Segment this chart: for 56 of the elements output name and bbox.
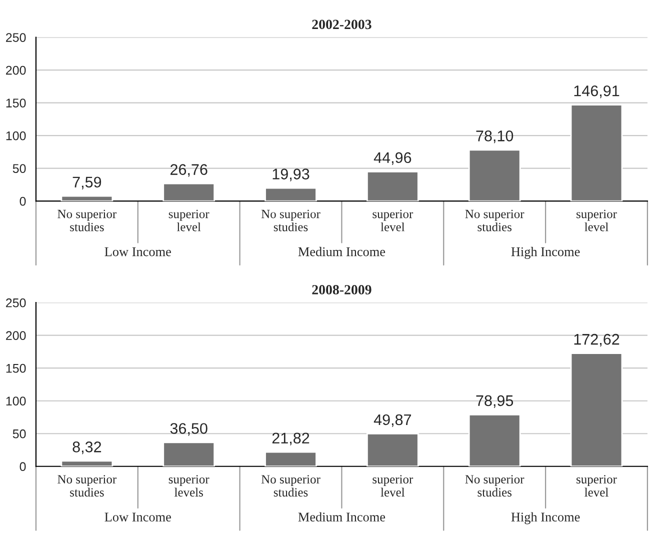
bar bbox=[264, 187, 317, 202]
bar bbox=[366, 433, 419, 466]
bar bbox=[468, 149, 521, 202]
x-tick-label: superior level bbox=[576, 210, 617, 232]
text: Low Income bbox=[104, 512, 171, 522]
x-tick-label: superior level bbox=[576, 475, 617, 497]
x-tick-label: No superior studies bbox=[465, 475, 524, 497]
x-tick-label: superior level bbox=[372, 210, 414, 232]
text: High Income bbox=[511, 246, 580, 259]
x-tick-label: No superior studies bbox=[261, 475, 320, 497]
text: High Income bbox=[511, 512, 580, 524]
text: Low Income bbox=[104, 247, 171, 256]
data-label: 172,62 bbox=[574, 334, 620, 347]
y-tick-label: 50 bbox=[12, 164, 26, 173]
x-tick-label: superior levels bbox=[168, 475, 210, 497]
bar bbox=[570, 104, 623, 202]
data-label: 78,95 bbox=[476, 395, 514, 408]
data-label: 26,76 bbox=[170, 164, 208, 177]
y-tick-label: 150 bbox=[6, 98, 26, 108]
x-tick-label: No superior studies bbox=[465, 210, 524, 232]
x-tick-label: No superior studies bbox=[58, 210, 116, 232]
data-label: 146,91 bbox=[574, 85, 620, 98]
y-tick-label: 50 bbox=[12, 429, 26, 438]
x-tick-label: superior level bbox=[168, 210, 210, 232]
y-tick-label: 150 bbox=[6, 364, 26, 373]
bar bbox=[570, 352, 623, 466]
data-label: 8,32 bbox=[72, 442, 102, 454]
x-tick-label: No superior studies bbox=[58, 475, 116, 497]
data-label: 36,50 bbox=[170, 423, 208, 436]
y-tick-label: 200 bbox=[6, 66, 26, 75]
bar bbox=[162, 182, 216, 202]
data-label: 19,93 bbox=[272, 168, 310, 182]
data-label: 78,10 bbox=[476, 130, 514, 144]
bar bbox=[468, 414, 521, 466]
y-tick-label: 100 bbox=[6, 396, 26, 406]
bar bbox=[60, 460, 114, 466]
chart-title: 2008-2009 bbox=[312, 285, 372, 294]
data-label: 49,87 bbox=[374, 414, 412, 427]
data-label: 44,96 bbox=[374, 152, 412, 165]
x-tick-label: superior level bbox=[372, 475, 414, 497]
y-tick-label: 0 bbox=[20, 462, 26, 472]
y-tick-label: 100 bbox=[6, 131, 26, 140]
text: Medium Income bbox=[298, 246, 386, 256]
x-tick-label: No superior studies bbox=[261, 210, 320, 232]
chart-title: 2002-2003 bbox=[312, 20, 372, 30]
y-tick-label: 250 bbox=[6, 33, 26, 42]
bar bbox=[264, 451, 317, 466]
text: Medium Income bbox=[298, 512, 386, 522]
y-tick-label: 200 bbox=[6, 331, 26, 340]
bar bbox=[366, 170, 419, 202]
bar bbox=[162, 442, 216, 466]
bar bbox=[60, 195, 114, 202]
y-tick-label: 250 bbox=[6, 298, 26, 308]
data-label: 21,82 bbox=[272, 432, 310, 446]
y-tick-label: 0 bbox=[20, 196, 26, 206]
data-label: 7,59 bbox=[72, 176, 102, 190]
